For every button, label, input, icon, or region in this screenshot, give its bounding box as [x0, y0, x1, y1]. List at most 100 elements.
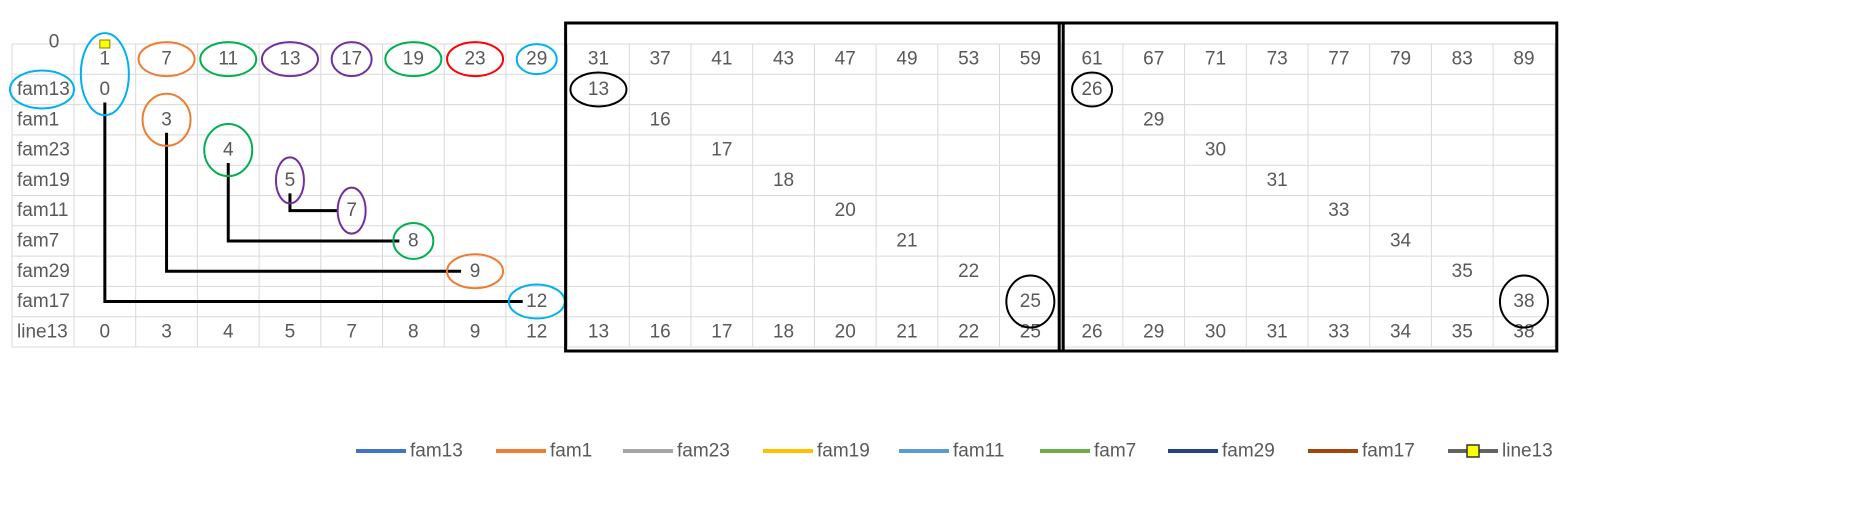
table-cell-value: 13	[588, 321, 609, 342]
column-header: 47	[835, 49, 856, 70]
legend-item: fam17	[1308, 441, 1415, 462]
connector-line	[288, 193, 338, 213]
column-header: 37	[650, 49, 671, 70]
highlight-ellipse	[137, 41, 196, 78]
table-cell-value: 25	[1020, 291, 1041, 312]
table-cell-value: 22	[958, 261, 979, 282]
highlight-ellipse	[9, 69, 75, 110]
connector-line	[165, 132, 462, 273]
table-cell-value: 21	[896, 321, 917, 342]
column-header: 19	[403, 49, 424, 70]
column-header: 11	[218, 49, 238, 70]
table-cell-value: 16	[650, 321, 671, 342]
legend-label: fam11	[953, 441, 1004, 462]
table-cells: 01 7 11 13 17 19 23 29 31 37 41 43 47 49 53 59 61 67 71 73 7…	[17, 32, 1535, 343]
table-cell-value: 20	[835, 321, 856, 342]
legend-item: fam19	[763, 441, 870, 462]
highlight-ellipse	[1005, 274, 1056, 329]
legend-item: fam1	[496, 441, 592, 462]
table-cell-value: 25	[1020, 321, 1041, 342]
row-label: fam17	[17, 291, 70, 312]
connector-line	[103, 102, 523, 304]
table-cell-value: 17	[711, 321, 732, 342]
highlight-ellipse	[203, 123, 254, 178]
column-header: 17	[341, 49, 362, 70]
table-cell-value: 29	[1143, 321, 1164, 342]
table-cell-value: 33	[1328, 321, 1349, 342]
column-header: 43	[773, 49, 794, 70]
table-cell-value: 22	[958, 321, 979, 342]
row-label: fam23	[17, 140, 70, 161]
table-cell-value: 3	[161, 109, 172, 130]
highlight-ellipse	[515, 43, 558, 76]
table-cell-value: 18	[773, 170, 794, 191]
highlight-ellipse	[446, 41, 505, 78]
table-cell-value: 31	[1267, 321, 1288, 342]
top-marker	[99, 39, 111, 49]
group-boxes	[564, 21, 1559, 353]
table-cell-value: 34	[1390, 321, 1412, 342]
column-header: 83	[1452, 49, 1473, 70]
legend-label: fam29	[1222, 441, 1275, 462]
table-cell-value: 35	[1452, 261, 1473, 282]
table-cell-value: 3	[161, 321, 172, 342]
table-cell-value: 38	[1513, 321, 1534, 342]
highlight-ellipse	[569, 71, 628, 108]
table-cell-value: 7	[346, 200, 357, 221]
legend-item: fam23	[623, 441, 730, 462]
row-label: fam1	[17, 109, 59, 130]
row-label: fam7	[17, 230, 59, 251]
table-cell-value: 33	[1328, 200, 1349, 221]
highlight-ellipse	[79, 32, 130, 117]
legend-item: fam29	[1168, 441, 1275, 462]
column-header: 61	[1081, 49, 1102, 70]
table-cell-value: 0	[100, 321, 111, 342]
legend-item: fam13	[356, 441, 463, 462]
highlight-ellipse	[336, 186, 367, 235]
legend-label: fam1	[550, 441, 592, 462]
column-header: 53	[958, 49, 979, 70]
highlight-ellipse	[392, 221, 435, 260]
table-cell-value: 34	[1390, 230, 1412, 251]
table-cell-value: 12	[526, 321, 547, 342]
table-cell-value: 29	[1143, 109, 1164, 130]
table-cell-value: 31	[1267, 170, 1288, 191]
top-axis-label: 0	[49, 32, 60, 53]
group-box	[1057, 21, 1559, 353]
column-header: 73	[1267, 49, 1288, 70]
table-cell-value: 30	[1205, 140, 1226, 161]
column-header: 59	[1020, 49, 1041, 70]
column-header: 13	[279, 49, 300, 70]
table-cell-value: 38	[1513, 291, 1534, 312]
table-cell-value: 9	[470, 321, 481, 342]
highlight-ellipse	[274, 156, 305, 205]
legend-item: fam7	[1040, 441, 1136, 462]
column-header: 31	[588, 49, 609, 70]
column-header: 71	[1205, 49, 1226, 70]
table-cell-value: 7	[346, 321, 357, 342]
table-cell-value: 18	[773, 321, 794, 342]
table-cell-value: 26	[1081, 321, 1102, 342]
column-header: 77	[1328, 49, 1349, 70]
column-header: 41	[711, 49, 732, 70]
legend-label: fam19	[817, 441, 870, 462]
table-cell-value: 17	[711, 140, 732, 161]
table-cell-value: 26	[1081, 79, 1102, 100]
table-cell-value: 9	[470, 261, 481, 282]
highlight-ellipse	[1071, 71, 1114, 108]
table-cell-value: 4	[223, 140, 234, 161]
highlight-ellipse	[141, 92, 192, 147]
highlight-ellipse	[260, 41, 319, 78]
connector-line	[226, 163, 400, 243]
table-cell-value: 8	[408, 230, 419, 251]
legend-label: fam23	[677, 441, 730, 462]
row-label: fam19	[17, 170, 70, 191]
legend-item: line13	[1448, 441, 1553, 462]
column-header: 89	[1513, 49, 1534, 70]
legend-label: fam13	[410, 441, 463, 462]
table-cell-value: 5	[285, 321, 296, 342]
legend-label: fam7	[1094, 441, 1136, 462]
legend-marker	[1466, 444, 1480, 458]
highlight-ellipse	[446, 253, 505, 290]
